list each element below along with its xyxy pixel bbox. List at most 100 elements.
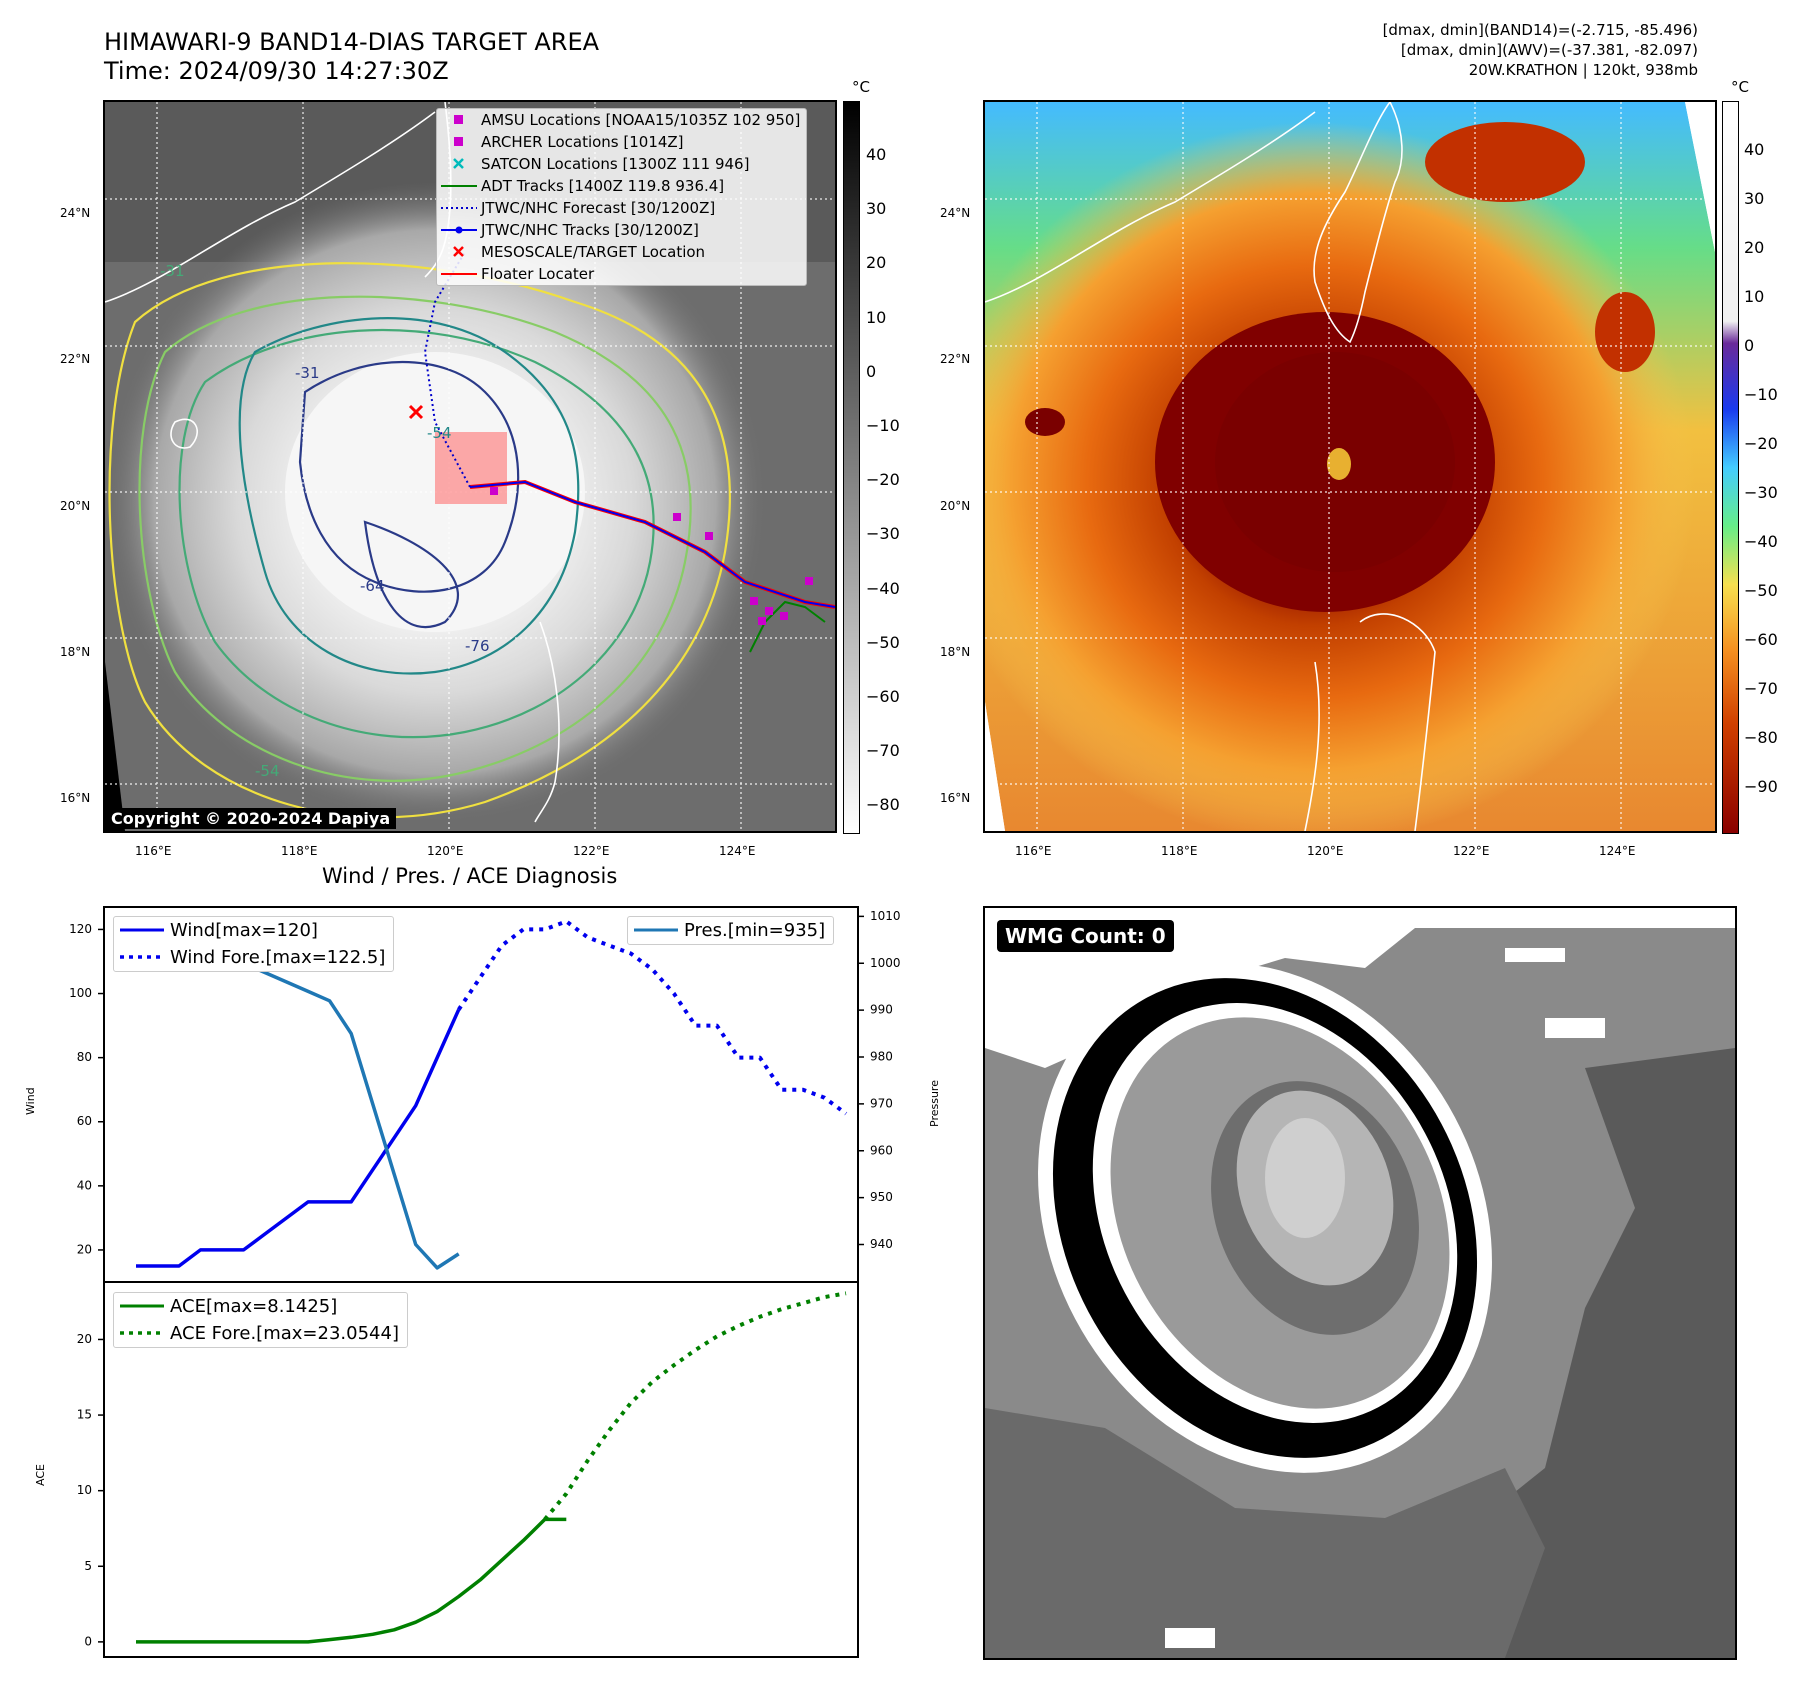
lon-label: 116°E [135,844,172,858]
wv-satellite-image [985,102,1715,831]
colorbar-tick-label: −10 [1744,385,1778,404]
colorbar-tick-label: −30 [866,524,900,544]
legend-entry: AMSU Locations [NOAA15/1035Z 102 950] [437,109,806,131]
dotted-line-icon [120,955,164,959]
wmg-image [985,908,1735,1658]
lat-label: 18°N [940,645,971,659]
wind-axis-label: Wind [24,1087,37,1115]
colorbar-tick-label: −50 [866,632,900,652]
colorbar-tick-label: 30 [866,199,887,219]
ace-tick-label: 15 [77,1408,92,1422]
colorbar-tick-label: 40 [1744,140,1765,159]
legend-label: ACE[max=8.1425] [170,1296,338,1317]
wind-tick-label: 120 [69,922,92,936]
x-marker-icon [453,246,464,257]
legend-label: JTWC/NHC Forecast [30/1200Z] [481,199,716,217]
wind-tick-label: 60 [77,1114,92,1128]
ace-tick-label: 10 [77,1483,92,1497]
square-marker-icon [454,137,463,146]
pressure-axis-label: Pressure [928,1080,941,1127]
contour-label: -31 [160,262,185,280]
solid-line-icon [634,928,678,932]
wind-series-line [136,1008,461,1268]
legend-label: JTWC/NHC Tracks [30/1200Z] [481,221,699,239]
colorbar-tick-label: 20 [866,253,887,273]
ir-legend: AMSU Locations [NOAA15/1035Z 102 950] AR… [436,108,808,286]
lon-label: 122°E [573,844,610,858]
wind-legend: Wind[max=120] Wind Fore.[max=122.5] [113,916,395,972]
legend-label: SATCON Locations [1300Z 111 946] [481,155,750,173]
colorbar-tick-label: −70 [866,741,900,761]
pressure-tick-label: 970 [870,1096,893,1110]
colorbar-tick-label: −10 [866,416,900,435]
dotted-line-icon [120,1331,164,1335]
lat-label: 18°N [60,645,91,659]
legend-entry: JTWC/NHC Tracks [30/1200Z] [437,219,806,241]
wv-colorbar-unit: °C [1731,78,1749,96]
legend-entry: ARCHER Locations [1014Z] [437,131,806,153]
ir-satellite-panel: -31 -54 -64 -76 -31 -54 AMSU Locations [… [103,100,837,833]
wind-tick-label: 40 [77,1178,92,1192]
ace-tick-label: 5 [84,1559,92,1573]
ir-colorbar-unit: °C [852,78,870,96]
legend-entry: JTWC/NHC Forecast [30/1200Z] [437,197,806,219]
wv-satellite-panel [983,100,1717,833]
colorbar-tick-label: −40 [1744,532,1778,551]
legend-entry: Wind[max=120] [114,917,393,944]
square-marker-icon [454,115,463,124]
wmg-panel: WMG Count: 0 [983,906,1737,1660]
legend-label: MESOSCALE/TARGET Location [481,243,706,261]
legend-label: Floater Locater [481,265,595,283]
contour-label: -76 [465,637,490,655]
legend-label: Pres.[min=935] [684,920,826,941]
contour-label: -31 [295,364,320,382]
colorbar-tick-label: −80 [866,795,900,815]
colorbar-tick-label: 0 [1744,336,1755,355]
ace-axis-label: ACE [34,1464,47,1486]
ir-colorbar [843,101,860,834]
info-line1: [dmax, dmin](BAND14)=(-2.715, -85.496) [1382,21,1698,39]
line-marker-icon [441,185,477,187]
colorbar-tick-label: −50 [1744,581,1778,600]
legend-entry: ACE[max=8.1425] [114,1293,407,1320]
line-dot-marker-icon [441,226,477,234]
pressure-tick-label: 960 [870,1143,893,1157]
legend-entry: Pres.[min=935] [628,917,833,944]
colorbar-tick-label: 20 [1744,238,1765,257]
legend-entry: SATCON Locations [1300Z 111 946] [437,153,806,175]
legend-label: Wind Fore.[max=122.5] [170,947,386,968]
colorbar-tick-label: −60 [866,687,900,706]
lon-label: 124°E [1599,844,1636,858]
colorbar-tick-label: −90 [1744,777,1778,796]
info-line2: [dmax, dmin](AWV)=(-37.381, -82.097) [1400,41,1698,59]
solid-line-icon [120,928,164,932]
colorbar-tick-label: 40 [866,145,887,164]
legend-label: ADT Tracks [1400Z 119.8 936.4] [481,177,725,195]
lat-label: 16°N [60,791,91,805]
wv-colorbar [1722,101,1739,834]
wind-tick-label: 20 [77,1242,92,1256]
colorbar-tick-label: −80 [1744,728,1778,747]
figure-title-line1: HIMAWARI-9 BAND14-DIAS TARGET AREA [104,28,600,56]
lat-label: 16°N [940,791,971,805]
pressure-tick-label: 990 [870,1003,893,1017]
pressure-tick-label: 1010 [870,909,901,923]
legend-label: Wind[max=120] [170,920,318,941]
colorbar-tick-label: −70 [1744,679,1778,698]
solid-line-icon [120,1304,164,1308]
lon-label: 120°E [1307,844,1344,858]
pressure-tick-label: 950 [870,1190,893,1204]
colorbar-tick-label: −20 [1744,434,1778,453]
lon-label: 124°E [719,844,756,858]
lat-label: 22°N [60,352,91,366]
contour-label: -64 [360,577,385,595]
colorbar-tick-label: −30 [1744,483,1778,502]
colorbar-tick-label: 10 [866,307,887,327]
legend-label: ARCHER Locations [1014Z] [481,133,684,151]
lat-label: 24°N [940,206,971,220]
lat-label: 20°N [940,499,971,513]
colorbar-tick-label: −60 [1744,630,1778,649]
lon-label: 116°E [1015,844,1052,858]
wind-tick-label: 80 [77,1050,92,1064]
lat-label: 24°N [60,206,91,220]
